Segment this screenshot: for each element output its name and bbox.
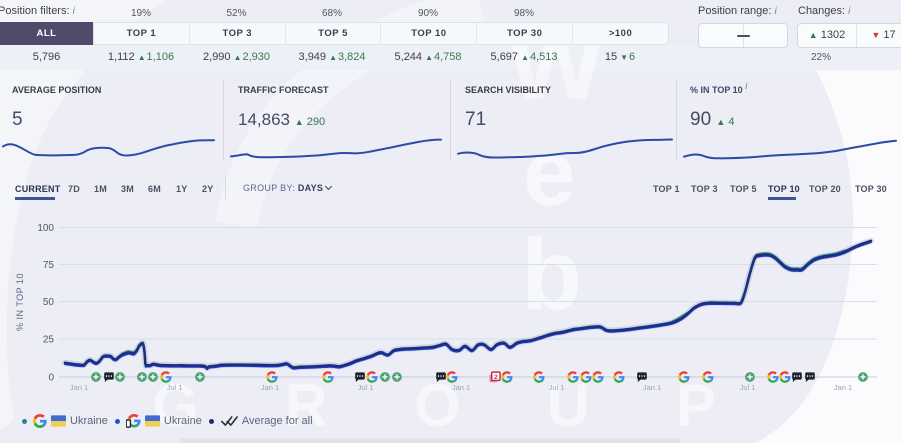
svg-text:50: 50: [43, 297, 55, 308]
svg-text:75: 75: [43, 260, 55, 271]
svg-text:Jan 1: Jan 1: [643, 383, 661, 392]
svg-text:Jul 1: Jul 1: [549, 383, 565, 392]
svg-text:0: 0: [48, 373, 54, 384]
svg-text:% IN TOP 10: % IN TOP 10: [15, 273, 25, 331]
svg-text:Jan 1: Jan 1: [834, 383, 852, 392]
svg-text:Jul 1: Jul 1: [740, 383, 756, 392]
svg-text:GROUP: GROUP: [152, 372, 802, 439]
svg-text:Jan 1: Jan 1: [70, 383, 88, 392]
svg-text:100: 100: [37, 223, 54, 234]
svg-text:Jan 1: Jan 1: [261, 383, 279, 392]
svg-text:25: 25: [43, 335, 55, 346]
svg-text:Jul 1: Jul 1: [358, 383, 374, 392]
svg-text:Jan 1: Jan 1: [452, 383, 470, 392]
svg-text:Jul 1: Jul 1: [167, 383, 183, 392]
